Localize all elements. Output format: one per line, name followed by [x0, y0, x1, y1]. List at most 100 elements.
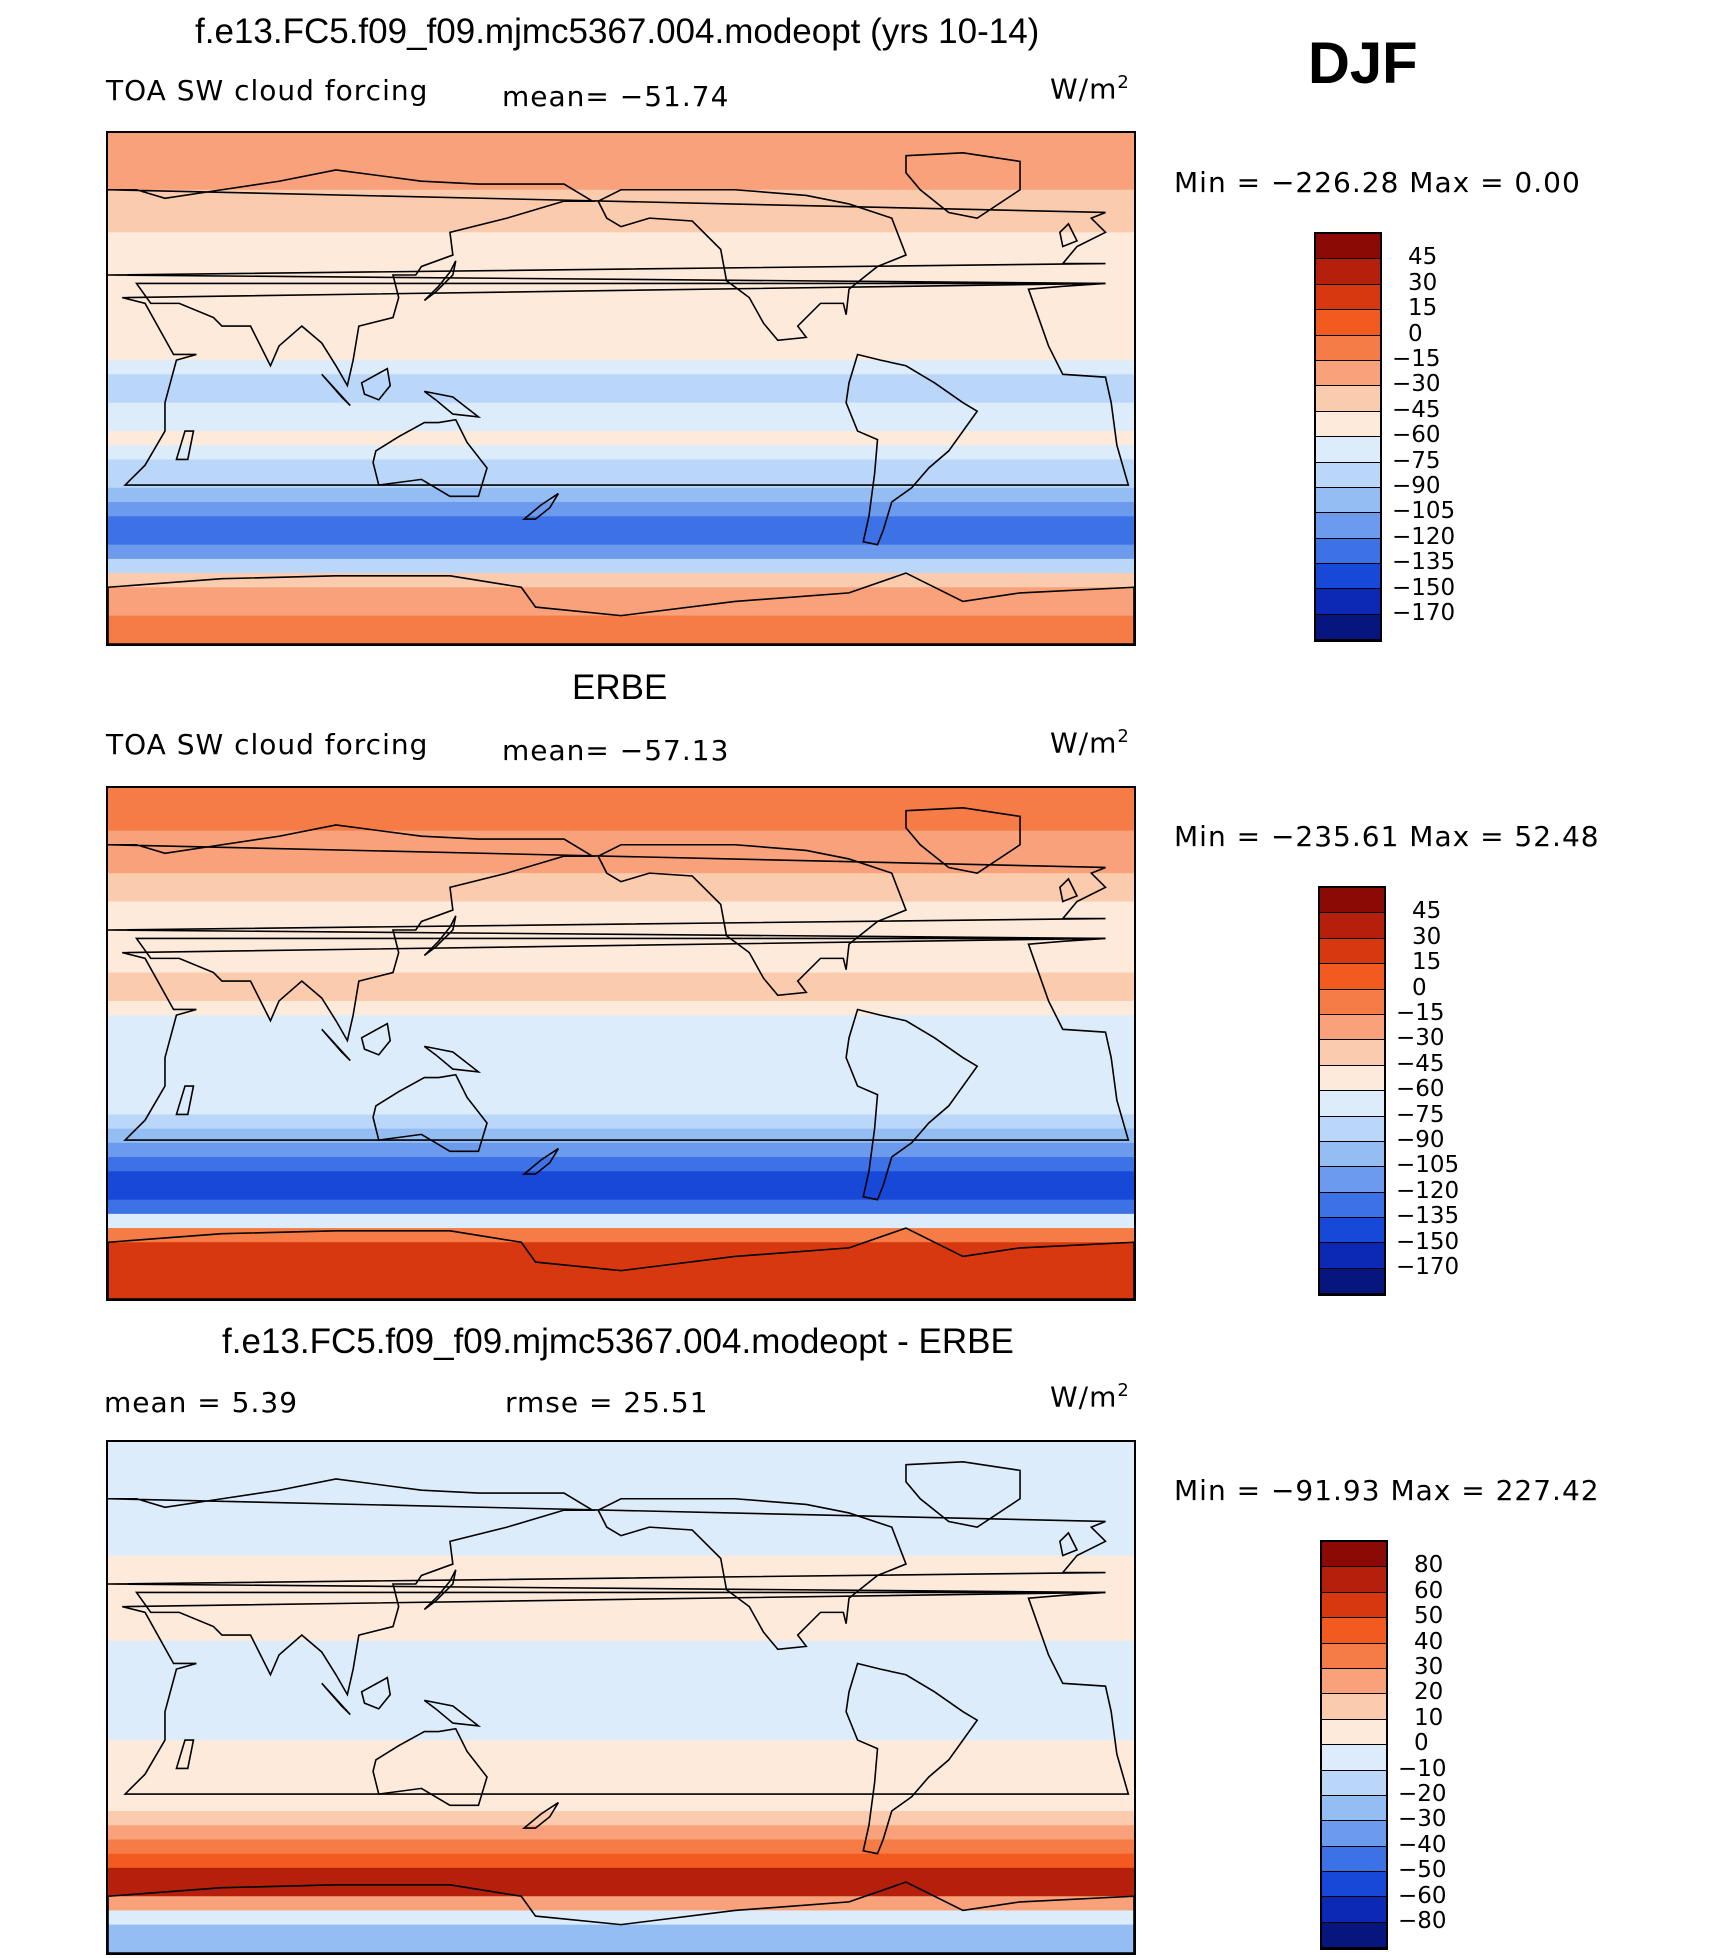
colorbar-tick-label: 60	[1414, 1577, 1444, 1604]
colorbar-boxes	[1314, 232, 1382, 643]
heatmap-band	[108, 1071, 1134, 1087]
colorbar-tick-label: 30	[1408, 269, 1438, 296]
heatmap-band	[108, 1598, 1134, 1613]
heatmap-band	[108, 1938, 1134, 1953]
colorbar-tick-label: 80	[1414, 1552, 1444, 1579]
colorbar-box	[1322, 1567, 1386, 1593]
panel3-units: W/m2	[1050, 1380, 1130, 1414]
coastline	[122, 937, 1130, 1141]
colorbar-box	[1320, 1040, 1384, 1066]
heatmap-band	[108, 133, 1134, 148]
coastlines	[108, 152, 1134, 644]
colorbar-box	[1320, 1243, 1384, 1269]
colorbar-box	[1316, 360, 1380, 387]
colorbar-box	[1316, 284, 1380, 311]
heatmap-band	[108, 615, 1134, 631]
panel2-units: W/m2	[1050, 726, 1130, 760]
coastline	[845, 353, 979, 546]
colorbar-tick-label: −60	[1396, 1076, 1445, 1103]
heatmap-band	[108, 303, 1134, 319]
coastline	[423, 915, 457, 957]
colorbar-box	[1322, 1770, 1386, 1796]
colorbar-tick-label: −60	[1398, 1882, 1447, 1909]
colorbar-tick-label: −30	[1398, 1806, 1447, 1833]
heatmap-band	[108, 431, 1134, 446]
coastline	[108, 1478, 1107, 1697]
panel2-variable-label: TOA SW cloud forcing	[106, 728, 429, 761]
coastline	[423, 1699, 482, 1727]
heatmap-band	[108, 986, 1134, 1002]
heatmap-band	[108, 1199, 1134, 1215]
heatmap-band	[108, 1910, 1134, 1926]
colorbar-box	[1322, 1694, 1386, 1720]
heatmap-band	[108, 1015, 1134, 1030]
colorbar-tick-label: −15	[1392, 346, 1441, 372]
heatmap-band	[108, 558, 1134, 574]
heatmap-band	[108, 317, 1134, 333]
colorbar-box	[1316, 513, 1380, 539]
coastline	[423, 390, 482, 418]
colorbar-tick-label: −75	[1396, 1101, 1445, 1128]
colorbar-tick-label: −120	[1392, 523, 1456, 550]
heatmap-band	[108, 1114, 1134, 1130]
colorbar-tick-label: −135	[1396, 1203, 1460, 1230]
colorbar-box	[1320, 1192, 1384, 1219]
heatmap-band	[108, 161, 1134, 177]
heatmap-band	[108, 1640, 1134, 1656]
heatmap-band	[108, 901, 1134, 917]
heatmap-band	[108, 1484, 1134, 1500]
panel3-map	[106, 1440, 1136, 1955]
heatmap-band	[108, 958, 1134, 974]
coastline	[597, 188, 908, 342]
heatmap-band	[108, 1796, 1134, 1812]
heatmap-band	[108, 1242, 1134, 1258]
colorbar-box	[1316, 411, 1380, 438]
coastline	[597, 1497, 908, 1651]
heatmap-band	[108, 1185, 1134, 1201]
colorbar-box	[1320, 989, 1384, 1015]
coastline	[521, 1801, 560, 1829]
heatmap-band	[108, 1284, 1134, 1299]
heatmap-band	[108, 1754, 1134, 1770]
colorbar-box	[1322, 1668, 1386, 1695]
heatmap-band	[108, 1270, 1134, 1286]
heatmap-band	[108, 331, 1134, 347]
colorbar-tick-label: −105	[1396, 1152, 1460, 1179]
coastline	[372, 1727, 488, 1807]
heatmap-band	[108, 530, 1134, 546]
colorbar-box	[1316, 462, 1380, 488]
heatmap-band	[108, 1839, 1134, 1855]
heatmap-band	[108, 360, 1134, 375]
colorbar-box	[1322, 1821, 1386, 1847]
colorbar-box	[1320, 1014, 1384, 1041]
heatmap-band	[108, 587, 1134, 603]
heatmap-band	[108, 1541, 1134, 1557]
coastline	[905, 807, 1021, 874]
colorbar-box	[1320, 1116, 1384, 1142]
heatmap-bands	[108, 133, 1134, 644]
colorbar-tick-label: −15	[1396, 1000, 1445, 1026]
colorbar-box	[1322, 1897, 1386, 1923]
coastline	[122, 282, 1130, 486]
colorbar-box	[1322, 1643, 1386, 1669]
coastline	[521, 492, 560, 520]
coastline	[108, 572, 1134, 644]
heatmap-band	[108, 1768, 1134, 1784]
heatmap-band	[108, 1711, 1134, 1727]
heatmap-band	[108, 1527, 1134, 1542]
panel1-map	[106, 131, 1136, 646]
heatmap-band	[108, 1867, 1134, 1883]
colorbar-box	[1316, 234, 1380, 260]
coastline	[372, 418, 488, 498]
heatmap-band	[108, 629, 1134, 644]
coastline	[905, 152, 1021, 219]
panel1-min-max: Min = −226.28 Max = 0.00	[1174, 166, 1581, 199]
colorbar-tick-label: −170	[1396, 1254, 1460, 1280]
heatmap-band	[108, 1213, 1134, 1229]
colorbar-box	[1322, 1745, 1386, 1771]
heatmap-band	[108, 1612, 1134, 1628]
colorbar-tick-label: −30	[1392, 371, 1441, 398]
heatmap-band	[108, 189, 1134, 205]
colorbar-tick-label: −90	[1396, 1127, 1445, 1153]
panel1-map-svg	[108, 133, 1134, 644]
